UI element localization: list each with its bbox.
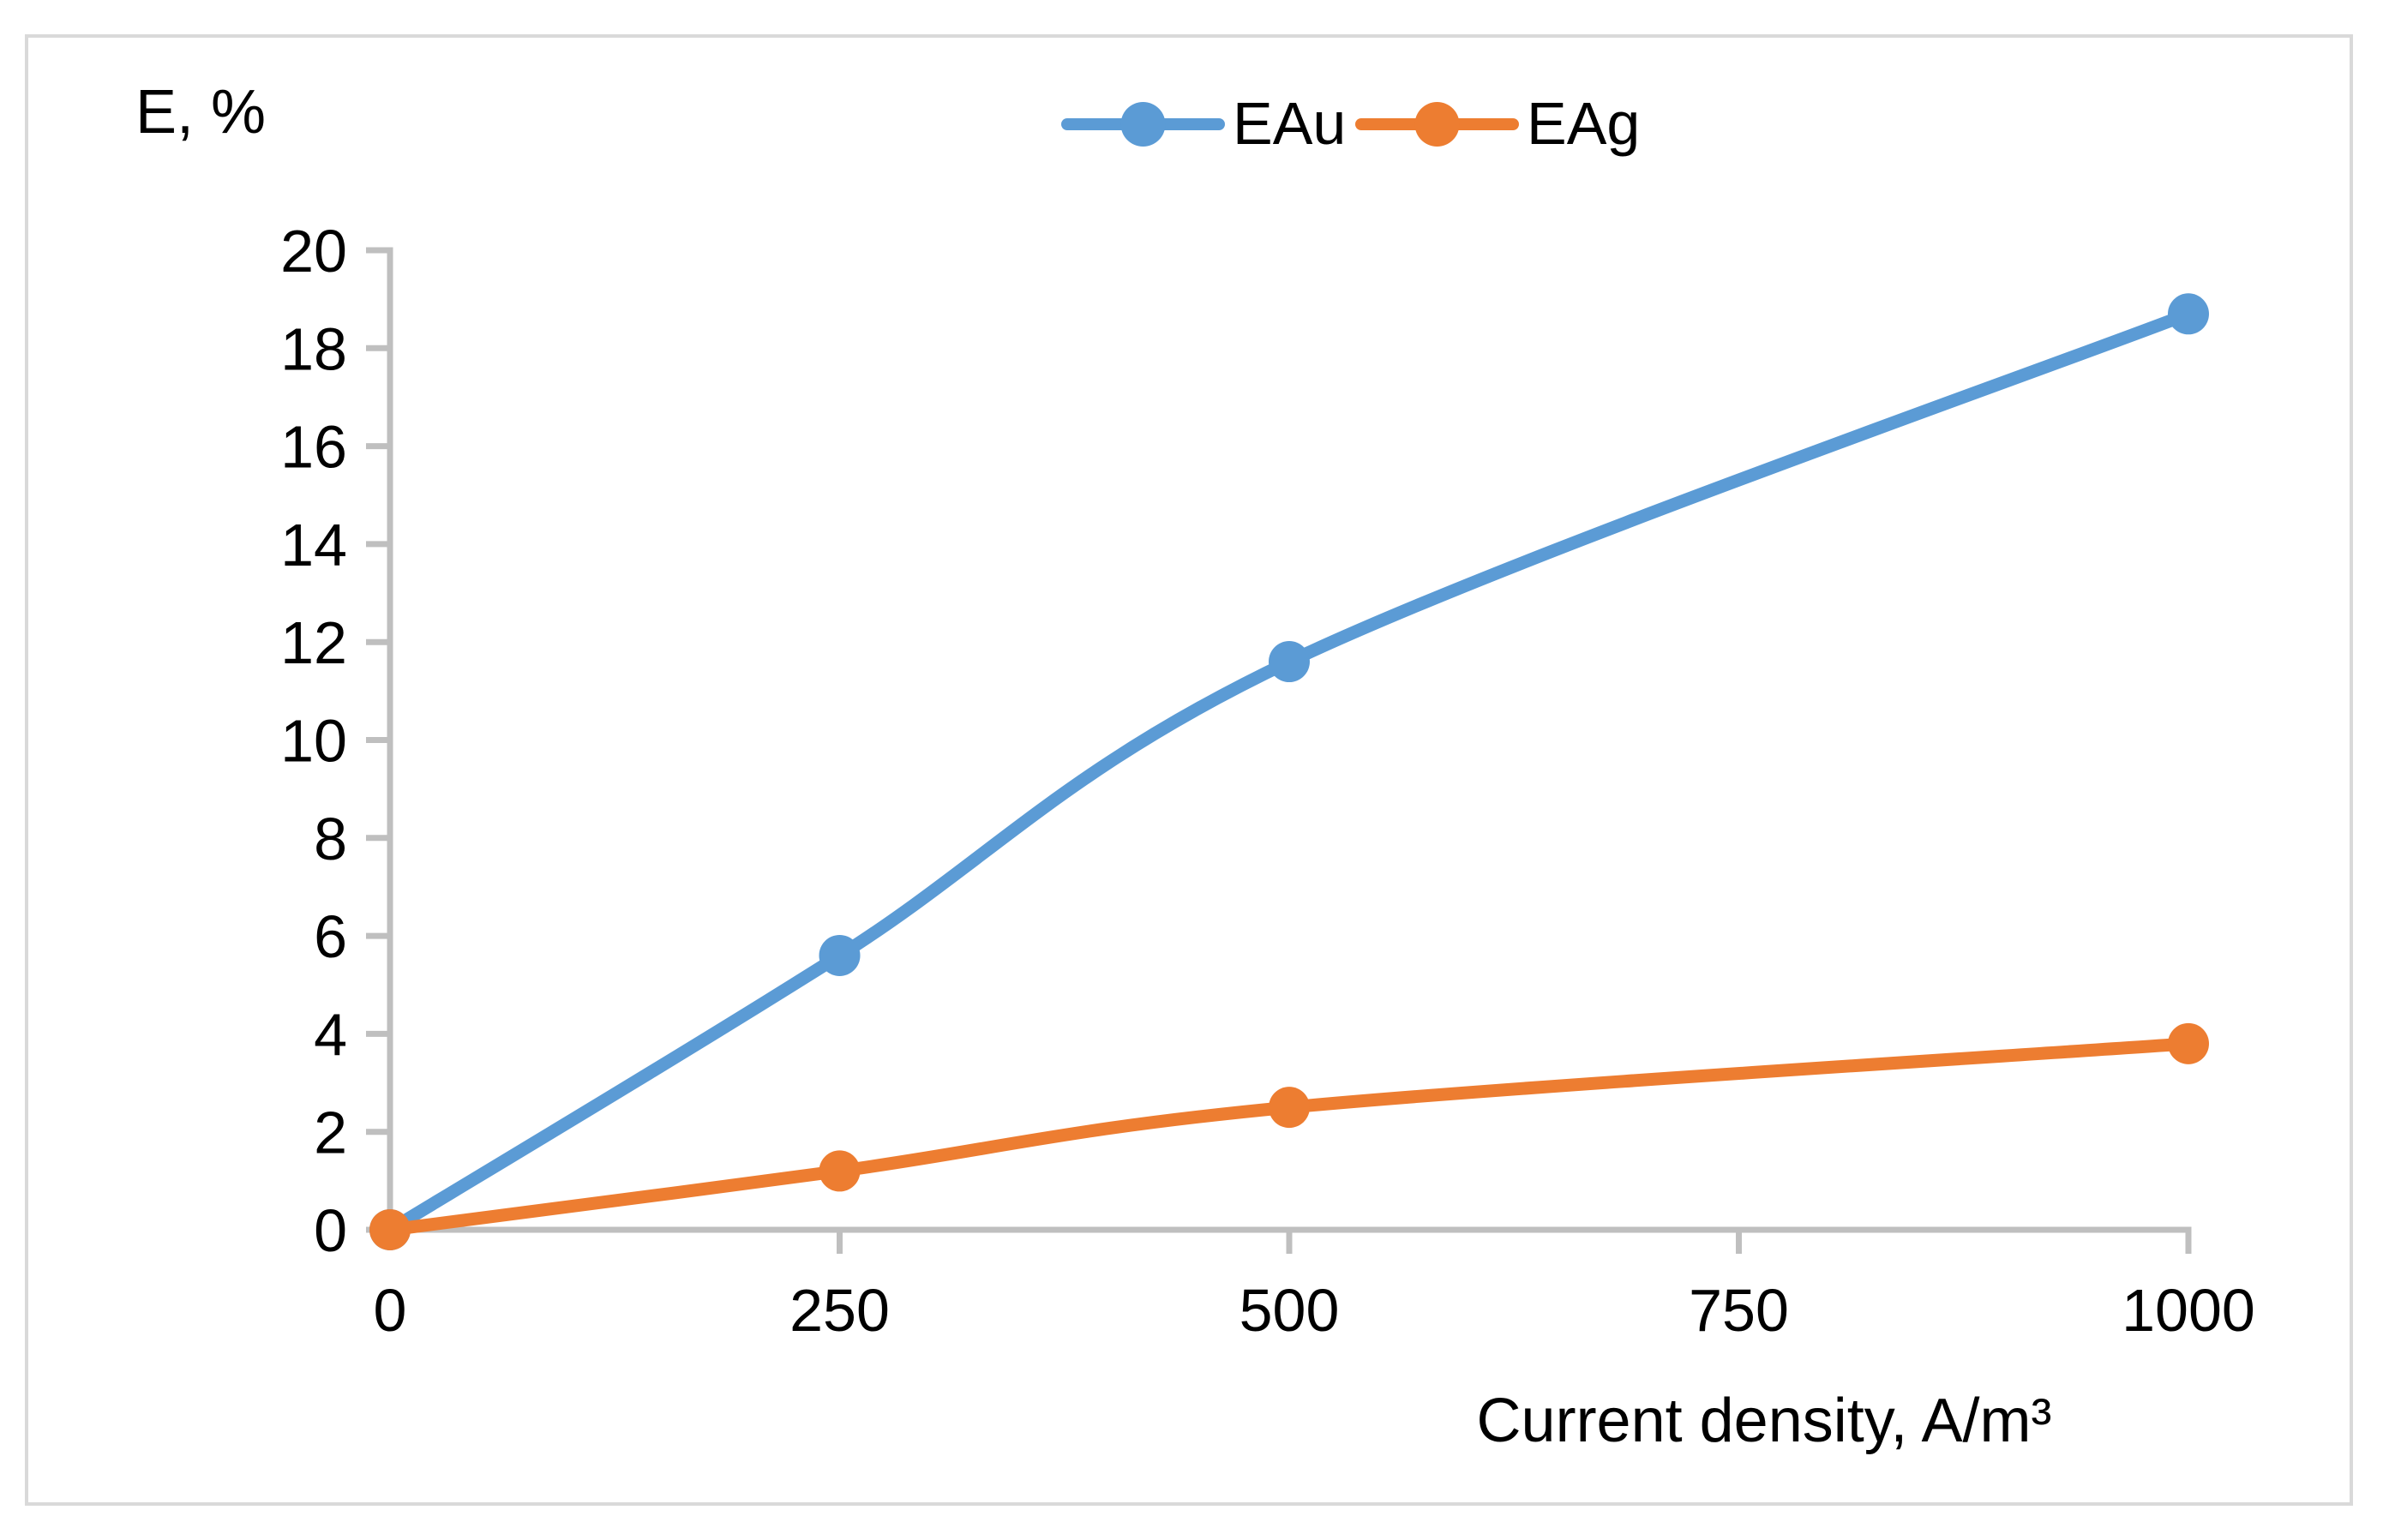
legend-marker-eau <box>1120 102 1166 147</box>
x-axis: 0 250 500 750 1000 <box>374 1226 2255 1344</box>
y-tick-label: 0 <box>314 1197 347 1264</box>
y-tick-label: 10 <box>280 708 347 775</box>
data-point-marker-eau <box>2168 293 2209 335</box>
y-tick-label: 14 <box>280 512 347 578</box>
y-tick-label: 6 <box>314 903 347 970</box>
y-tick-label: 18 <box>280 315 347 382</box>
data-point-marker-eag <box>819 1150 861 1192</box>
legend-label-eag: EAg <box>1527 90 1640 157</box>
x-tick-label: 750 <box>1689 1277 1789 1344</box>
x-tick-label: 1000 <box>2122 1277 2255 1344</box>
data-point-marker-eau <box>1269 641 1310 683</box>
legend-item-eag: EAg <box>1355 90 1640 157</box>
series-line-eau <box>383 307 2195 1237</box>
x-tick-label: 0 <box>374 1277 407 1344</box>
data-point-marker-eag <box>2168 1022 2209 1064</box>
y-tick-label: 2 <box>314 1100 347 1166</box>
series-eag <box>369 1022 2209 1250</box>
y-axis: 0 2 4 6 8 10 12 14 16 18 20 <box>280 218 393 1264</box>
y-tick-label: 12 <box>280 609 347 676</box>
y-axis-title: E, % <box>135 78 266 147</box>
data-point-marker-eag <box>1269 1087 1310 1129</box>
x-tick-label: 500 <box>1240 1277 1340 1344</box>
y-tick-label: 20 <box>280 218 347 285</box>
data-point-marker-eag <box>369 1209 411 1250</box>
series-group <box>369 293 2209 1250</box>
chart-border <box>25 34 2353 1506</box>
y-tick-label: 8 <box>314 806 347 872</box>
legend-label-eau: EAu <box>1233 90 1346 157</box>
series-line-eag <box>383 1037 2195 1237</box>
y-tick-label: 16 <box>280 414 347 481</box>
x-axis-title: Current density, A/m³ <box>1477 1387 2052 1455</box>
legend-marker-eag <box>1414 102 1460 147</box>
legend: EAu EAg <box>1061 90 1640 157</box>
x-tick-label: 250 <box>789 1277 890 1344</box>
data-point-marker-eau <box>819 934 861 976</box>
legend-item-eau: EAu <box>1061 90 1346 157</box>
y-tick-label: 4 <box>314 1001 347 1068</box>
